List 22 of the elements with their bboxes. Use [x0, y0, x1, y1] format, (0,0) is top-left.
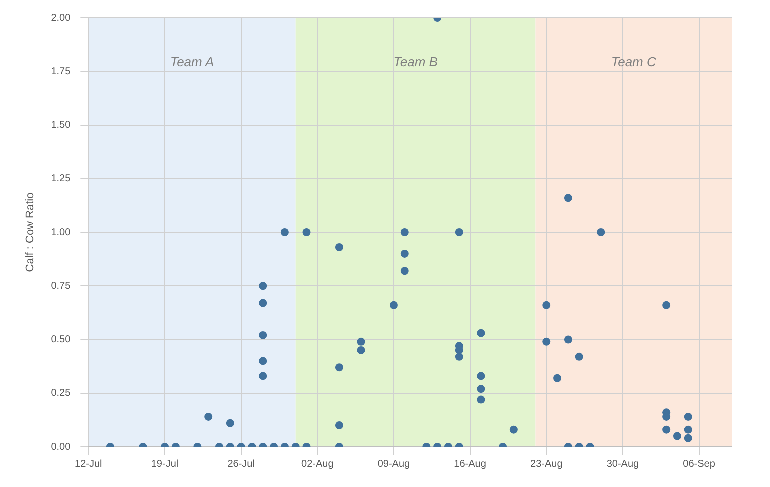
- x-tick-label: 12-Jul: [75, 458, 102, 470]
- band-label: Team A: [170, 54, 214, 70]
- x-tick-label: 09-Aug: [378, 458, 410, 470]
- y-tick-label: 0.50: [51, 334, 72, 346]
- y-tick-label: 0.25: [51, 388, 72, 400]
- x-tick-label: 02-Aug: [302, 458, 334, 470]
- x-tick-label: 16-Aug: [454, 458, 486, 470]
- band-label: Team B: [394, 54, 438, 70]
- y-tick-label: 0.75: [51, 280, 72, 292]
- y-tick-label: 2.00: [51, 12, 72, 24]
- y-tick-label: 1.75: [51, 66, 72, 78]
- x-tick-label: 23-Aug: [530, 458, 563, 470]
- y-tick-label: 1.50: [51, 120, 72, 131]
- x-tick-label: 19-Jul: [151, 458, 179, 470]
- x-tick-label: 30-Aug: [606, 458, 640, 470]
- y-tick-label: 0.00: [51, 442, 72, 453]
- y-tick-label: 1.25: [51, 174, 72, 185]
- y-axis-title: Calf : Cow Ratio: [24, 192, 37, 272]
- band-label: Team C: [611, 54, 657, 70]
- x-tick-label: 26-Jul: [228, 458, 255, 470]
- x-tick-label: 06-Sep: [683, 458, 716, 470]
- y-tick-label: 1.00: [51, 227, 72, 238]
